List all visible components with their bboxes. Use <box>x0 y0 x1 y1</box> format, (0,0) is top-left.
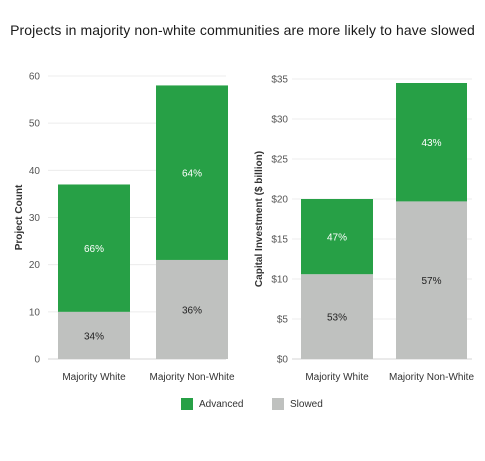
x-category-label: Majority White <box>62 372 126 383</box>
y-tick-label: 10 <box>29 307 41 318</box>
chart-title: Projects in majority non-white communiti… <box>10 22 475 38</box>
legend: Advanced Slowed <box>0 398 485 414</box>
bar-slowed <box>301 274 373 359</box>
x-category-label: Majority White <box>305 372 369 383</box>
bar-data-label: 47% <box>327 233 347 244</box>
y-tick-label: 0 <box>34 355 40 366</box>
bar-data-label: 36% <box>182 305 202 316</box>
y-tick-label: $15 <box>271 235 288 246</box>
legend-swatch-advanced <box>181 398 193 410</box>
bar-data-label: 34% <box>84 331 104 342</box>
bar-slowed <box>58 311 130 359</box>
y-tick-label: $30 <box>271 115 288 126</box>
y-tick-label: 20 <box>29 260 41 271</box>
bar-advanced <box>301 199 373 275</box>
bar-advanced <box>156 85 228 260</box>
y-axis-label: Project Count <box>14 184 25 250</box>
legend-item-advanced: Advanced <box>181 398 243 410</box>
y-tick-label: $5 <box>277 315 289 326</box>
bar-data-label: 66% <box>84 244 104 255</box>
y-tick-label: 40 <box>29 166 41 177</box>
bar-slowed <box>396 201 467 359</box>
bar-data-label: 57% <box>421 276 441 287</box>
y-axis-label: Capital Investment ($ billion) <box>254 151 265 287</box>
y-tick-label: $0 <box>277 355 289 366</box>
x-category-label: Majority Non-White <box>149 372 234 383</box>
y-tick-label: $10 <box>271 275 288 286</box>
y-tick-label: 60 <box>29 72 41 83</box>
bar-data-label: 53% <box>327 313 347 324</box>
y-tick-label: 50 <box>29 119 41 130</box>
y-tick-label: $25 <box>271 155 288 166</box>
legend-item-slowed: Slowed <box>272 398 323 410</box>
bar-data-label: 43% <box>421 138 441 149</box>
legend-label-slowed: Slowed <box>290 398 323 410</box>
y-tick-label: $20 <box>271 195 288 206</box>
x-category-label: Majority Non-White <box>389 372 474 383</box>
legend-label-advanced: Advanced <box>199 398 244 410</box>
bar-advanced <box>396 83 467 202</box>
bar-slowed <box>156 259 228 359</box>
y-tick-label: $35 <box>271 75 288 86</box>
legend-swatch-slowed <box>272 398 284 410</box>
y-tick-label: 30 <box>29 213 41 224</box>
bar-advanced <box>58 184 130 312</box>
bar-data-label: 64% <box>182 169 202 180</box>
